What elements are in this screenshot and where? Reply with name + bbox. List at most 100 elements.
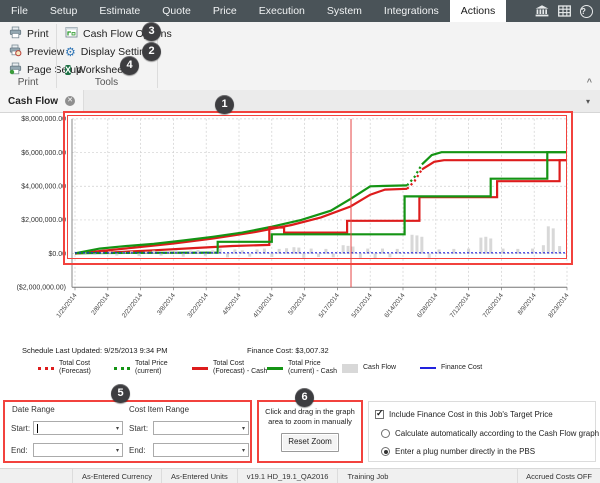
x-tick-label: 7/12/2014 (449, 292, 473, 319)
legend-item-4: Total Price (current) - Cash (267, 360, 337, 377)
chevron-down-icon[interactable]: ▾ (241, 447, 245, 454)
legend-label: Total Cost (Forecast) - Cash (213, 360, 268, 376)
date-range-start-input[interactable]: ▾ (33, 421, 123, 435)
menu-tab-execution[interactable]: Execution (258, 5, 305, 17)
ribbon: Print Preview Page Setup Cash Flow Options ⚙… (0, 22, 600, 91)
tab-cash-flow[interactable]: Cash Flow ✕ (0, 90, 85, 112)
grid-icon[interactable] (558, 5, 571, 17)
chart-info-row: Schedule Last Updated: 9/25/2013 9:34 PM… (0, 346, 600, 358)
ribbon-group-label-tools: Tools (94, 77, 119, 88)
menu-tab-quote[interactable]: Quote (162, 5, 191, 17)
x-tick-label: 5/3/2014 (287, 292, 308, 317)
legend-label: Total Price (current) (135, 360, 168, 376)
x-tick-label: 6/14/2014 (383, 292, 407, 319)
close-icon[interactable]: ✕ (65, 96, 76, 106)
x-tick-label: 4/19/2014 (252, 292, 276, 319)
reset-zoom-button[interactable]: Reset Zoom (281, 433, 339, 452)
x-tick-label: 6/28/2014 (416, 292, 440, 319)
ribbon-separator (56, 24, 57, 88)
help-icon[interactable]: ? (580, 4, 593, 18)
menu-tab-system[interactable]: System (326, 5, 362, 17)
x-tick-label: 5/17/2014 (318, 292, 342, 319)
view-tab-bar: Cash Flow ✕ ▾ (0, 90, 600, 113)
status-item-4: Training Job (337, 469, 397, 483)
text-caret (37, 423, 38, 433)
cost-end-label: End: (129, 446, 146, 455)
ribbon-item-print[interactable]: Print (6, 26, 52, 42)
range-panel: Date Range Start: ▾ End: ▾ Cost Item Ran… (3, 400, 252, 463)
status-item-2[interactable]: As-Entered Units (161, 469, 237, 483)
check-icon: ✓ (376, 408, 384, 418)
menu-tab-setup[interactable]: Setup (49, 5, 78, 17)
chevron-down-icon[interactable]: ▾ (585, 96, 590, 106)
legend-item-2: Total Price (current) (114, 360, 168, 377)
y-tick-label: $6,000,000.00 (21, 150, 66, 157)
radio-dot (383, 449, 388, 454)
ribbon-item-display-settings[interactable]: ⚙ Display Settings (62, 44, 159, 60)
y-tick-label: $8,000,000.00 (21, 116, 66, 123)
legend-label: Cash Flow (363, 364, 397, 372)
menu-tab-actions[interactable]: Actions (449, 0, 507, 22)
date-range-title: Date Range (12, 405, 55, 414)
status-accrued-costs[interactable]: Accrued Costs OFF (517, 469, 600, 483)
menu-tab-price[interactable]: Price (212, 5, 237, 17)
legend-swatch (267, 366, 283, 370)
x-tick-label: 7/26/2014 (482, 292, 506, 319)
legend-swatch (342, 364, 358, 373)
finance-options-group: ✓ Include Finance Cost in this Job's Tar… (368, 401, 599, 462)
status-item-1[interactable]: As-Entered Currency (72, 469, 161, 483)
callout-1: 1 (215, 95, 234, 114)
callout-4: 4 (120, 56, 139, 75)
x-tick-label: 8/9/2014 (517, 292, 538, 317)
chevron-down-icon[interactable]: ▾ (115, 447, 119, 454)
legend-label: Total Cost (Forecast) (59, 360, 91, 376)
status-bar: As-Entered Currency As-Entered Units v19.1… (0, 468, 600, 483)
excel-icon: X (65, 65, 72, 75)
x-tick-label: 1/25/2014 (55, 292, 79, 319)
gear-icon: ⚙ (65, 44, 76, 59)
ribbon-item-worksheet[interactable]: X Worksheet (62, 62, 129, 78)
finance-cost-value: Finance Cost: $3,007.32 (247, 346, 329, 355)
legend-label: Total Price (current) - Cash (288, 360, 338, 376)
chevron-up-icon[interactable]: ^ (586, 77, 592, 87)
cost-item-range-title: Cost Item Range (129, 405, 190, 414)
cost-item-range-end-input[interactable]: ▾ (153, 443, 249, 457)
callout-3: 3 (142, 22, 161, 41)
chevron-down-icon[interactable]: ▾ (241, 425, 245, 432)
menu-tab-integrations[interactable]: Integrations (383, 5, 439, 17)
calc-automatically-radio[interactable] (381, 429, 390, 438)
chevron-down-icon[interactable]: ▾ (115, 425, 119, 432)
cost-item-range-start-input[interactable]: ▾ (153, 421, 249, 435)
cash-flow-chart[interactable]: 1/25/2014 2/8/2014 2/22/2014 3/8/2014 3/22/2… (0, 112, 600, 345)
cash-flow-options-icon (65, 26, 78, 42)
zoom-panel: Click and drag in the graph area to zoom… (257, 400, 363, 463)
menu-tab-file[interactable]: File (11, 5, 28, 17)
y-tick-label: ($2,000,000.00) (17, 285, 66, 292)
plug-number-radio[interactable] (381, 447, 390, 456)
date-end-label: End: (11, 446, 28, 455)
include-finance-cost-checkbox[interactable]: ✓ (375, 408, 384, 419)
ribbon-item-label: Worksheet (76, 64, 127, 76)
date-range-end-input[interactable]: ▾ (33, 443, 123, 457)
bank-icon[interactable] (535, 5, 549, 17)
ribbon-item-preview[interactable]: Preview (6, 44, 67, 60)
menu-tab-estimate[interactable]: Estimate (99, 5, 141, 17)
callout-5: 5 (111, 384, 130, 403)
callout-6: 6 (295, 388, 314, 407)
legend-item-6: Finance Cost (420, 364, 482, 372)
legend-item-3: Total Cost (Forecast) - Cash (192, 360, 267, 377)
printer-icon (9, 26, 22, 42)
ribbon-item-label: Print (27, 28, 49, 40)
legend-swatch (38, 366, 54, 370)
bottom-controls: Date Range Start: ▾ End: ▾ Cost Item Ran… (0, 400, 600, 466)
y-tick-label: $0.00 (48, 251, 66, 258)
x-tick-label: 3/22/2014 (186, 292, 210, 319)
y-tick-label: $2,000,000.00 (21, 217, 66, 224)
legend-swatch (420, 366, 436, 370)
zoom-instructions: Click and drag in the graph area to zoom… (265, 407, 355, 427)
legend-item-1: Total Cost (Forecast) (38, 360, 91, 377)
x-tick-label: 3/8/2014 (156, 292, 177, 317)
status-item-3: v19.1 HD_19.1_QA2016 (236, 469, 338, 483)
x-tick-label: 5/31/2014 (350, 292, 374, 319)
